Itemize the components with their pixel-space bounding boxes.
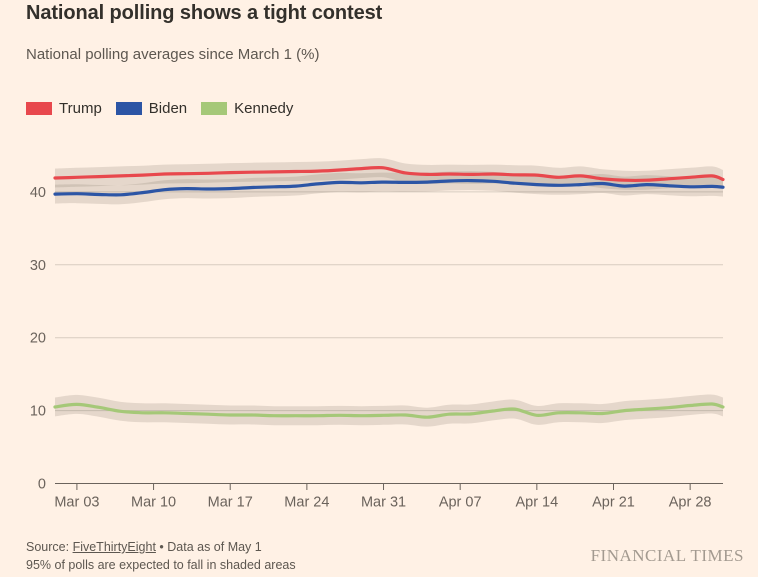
x-tick-label-mar-17: Mar 17 [208,495,253,511]
trump-color-swatch [26,102,52,115]
y-tick-label-0: 0 [38,477,46,493]
confidence-note: 95% of polls are expected to fall in sha… [26,558,296,572]
line-trump [53,165,725,183]
legend-label-kennedy: Kennedy [234,100,294,117]
x-tick-label-apr-14: Apr 14 [515,495,558,511]
x-tick-label-mar-24: Mar 24 [284,495,329,511]
source-line: Source: FiveThirtyEight • Data as of May… [26,540,262,554]
legend-item-kennedy: Kennedy [201,100,293,117]
legend-item-trump: Trump [26,100,102,117]
legend-label-trump: Trump [59,100,102,117]
y-tick-label-40: 40 [30,185,46,201]
legend-label-biden: Biden [148,100,188,117]
x-tick-label-mar-03: Mar 03 [54,495,99,511]
band-trump [55,158,723,190]
line-kennedy [53,402,725,419]
x-tick-label-mar-31: Mar 31 [361,495,406,511]
x-tick-label-mar-10: Mar 10 [131,495,176,511]
source-link[interactable]: FiveThirtyEight [72,540,156,554]
line-biden [53,178,725,197]
source-prefix: Source: [26,540,73,554]
legend-item-biden: Biden [115,100,188,117]
y-tick-label-10: 10 [30,404,46,420]
x-tick-label-apr-28: Apr 28 [669,495,712,511]
ft-wordmark: FINANCIAL TIMES [590,546,744,565]
band-biden [55,171,723,205]
y-tick-label-30: 30 [30,258,46,274]
band-kennedy [55,394,723,427]
legend: Trump Biden Kennedy [26,100,293,117]
x-tick-label-apr-21: Apr 21 [592,495,635,511]
x-tick-label-apr-07: Apr 07 [439,495,482,511]
y-tick-label-20: 20 [30,331,46,347]
kennedy-color-swatch [201,102,228,115]
chart-subtitle: National polling averages since March 1 … [26,46,320,63]
biden-color-swatch [115,102,142,115]
source-suffix: • Data as of May 1 [155,540,262,554]
chart-title: National polling shows a tight contest [26,2,383,24]
